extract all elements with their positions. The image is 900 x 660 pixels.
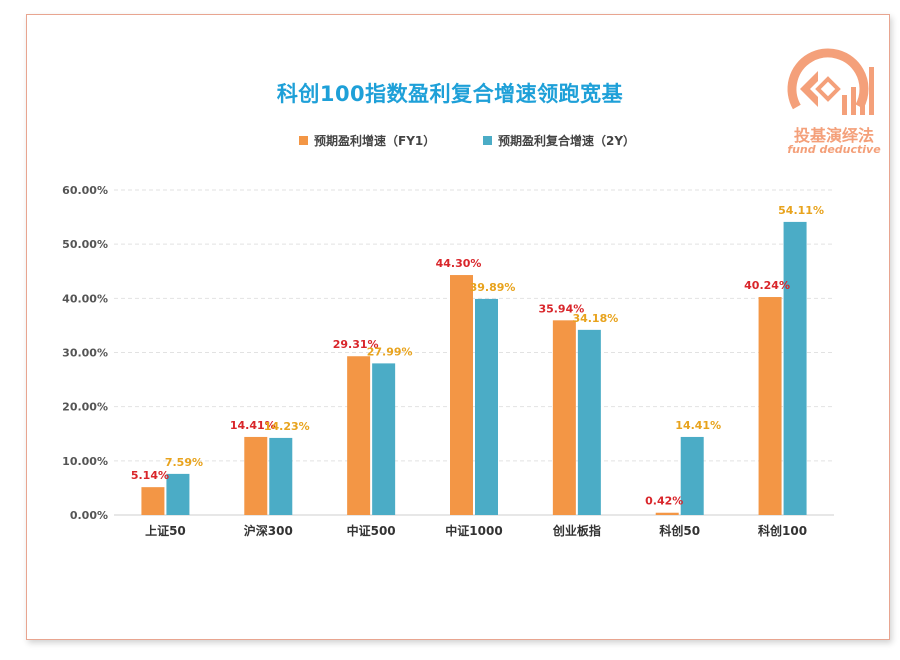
y-tick-label: 20.00% (62, 401, 108, 414)
brand-subtext: fund deductive (787, 143, 881, 156)
legend-swatch-fy1 (299, 136, 308, 145)
x-tick-label: 沪深300 (244, 523, 293, 538)
data-label: 34.18% (572, 312, 618, 325)
data-label: 35.94% (538, 302, 584, 315)
data-labels: 5.14%7.59%14.41%14.23%29.31%27.99%44.30%… (131, 204, 824, 508)
bar (269, 437, 293, 515)
y-tick-label: 50.00% (62, 238, 108, 251)
data-label: 39.89% (470, 281, 516, 294)
data-label: 0.42% (645, 495, 683, 508)
bar (166, 473, 190, 515)
bar (552, 320, 576, 515)
bar (758, 297, 782, 515)
legend-label-2y: 预期盈利复合增速（2Y） (498, 134, 636, 148)
x-tick-label: 中证1000 (445, 523, 502, 538)
x-tick-label: 创业板指 (552, 523, 601, 538)
legend-label-fy1: 预期盈利增速（FY1） (314, 134, 436, 148)
y-axis-ticks: 0.00% 10.00% 20.00% 30.00% 40.00% 50.00% 60.00… (62, 184, 108, 522)
y-tick-label: 40.00% (62, 292, 108, 305)
brand-logo-icon (787, 48, 874, 130)
data-label: 29.31% (333, 338, 379, 351)
chart-title: 科创100指数盈利复合增速领跑宽基 (276, 82, 624, 106)
y-tick-label: 10.00% (62, 455, 108, 468)
bar (680, 436, 704, 515)
bar (244, 436, 268, 515)
bar (577, 329, 601, 515)
data-label: 27.99% (367, 345, 413, 358)
legend-swatch-2y (483, 136, 492, 145)
grid-lines (114, 189, 834, 516)
y-tick-label: 60.00% (62, 184, 108, 197)
brand-name: 投基演绎法 (793, 126, 874, 145)
data-label: 54.11% (778, 204, 824, 217)
data-label: 5.14% (131, 469, 169, 482)
data-label: 40.24% (744, 279, 790, 292)
bars (141, 221, 807, 515)
bar (450, 275, 473, 515)
y-tick-label: 30.00% (62, 347, 108, 360)
bar (372, 363, 396, 515)
data-label: 14.41% (675, 419, 721, 432)
bar (347, 356, 371, 515)
legend-item-2y: 预期盈利复合增速（2Y） (483, 132, 635, 149)
data-label: 14.41% (230, 419, 276, 432)
x-tick-label: 上证50 (145, 523, 186, 538)
x-axis-ticks: 上证50 沪深300 中证500 中证1000 创业板指 科创50 科创100 (145, 523, 807, 538)
y-tick-label: 0.00% (70, 509, 108, 522)
data-label: 14.23% (264, 420, 310, 433)
data-label: 44.30% (436, 257, 482, 270)
data-label: 7.59% (165, 456, 203, 469)
legend: 预期盈利增速（FY1） 预期盈利复合增速（2Y） (0, 132, 900, 152)
legend-item-fy1: 预期盈利增速（FY1） (299, 132, 435, 149)
bar (655, 512, 679, 515)
x-tick-label: 科创100 (758, 523, 807, 538)
bar (141, 487, 165, 515)
bar (783, 221, 807, 515)
x-tick-label: 科创50 (659, 523, 700, 538)
x-tick-label: 中证500 (347, 523, 396, 538)
bar (475, 298, 498, 515)
